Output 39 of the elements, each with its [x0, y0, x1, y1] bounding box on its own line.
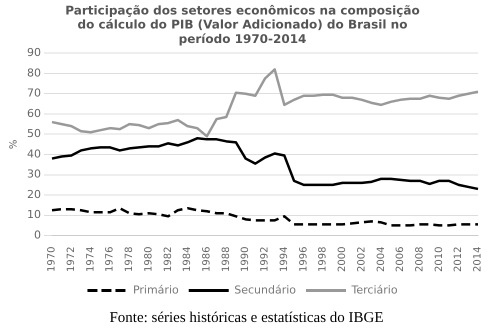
- y-tick-label: 80: [26, 66, 41, 80]
- y-tick-label: 30: [26, 168, 41, 181]
- x-tick-label: 1974: [85, 246, 96, 272]
- x-tick-label: 1986: [202, 246, 212, 272]
- x-tick-label: 1984: [182, 246, 194, 272]
- x-tick-label: 1982: [162, 246, 174, 272]
- y-tick-label: 60: [26, 106, 41, 120]
- legend-label: Secundário: [234, 283, 296, 296]
- x-tick-label: 2000: [337, 246, 348, 272]
- y-tick-label: 50: [26, 127, 41, 140]
- y-tick-label: 70: [26, 86, 41, 100]
- x-tick-label: 1994: [278, 246, 290, 272]
- x-tick-label: 2008: [414, 246, 426, 272]
- y-tick-label: 0: [34, 228, 41, 242]
- x-tick-label: 2012: [453, 246, 464, 272]
- x-tick-label: 1998: [318, 246, 329, 272]
- y-tick-label: 10: [26, 208, 41, 222]
- x-tick-label: 1980: [143, 246, 154, 272]
- x-tick-label: 1992: [260, 246, 271, 272]
- x-tick-label: 1972: [66, 246, 77, 272]
- x-tick-label: 1970: [46, 246, 58, 272]
- legend-label: Terciário: [350, 283, 398, 296]
- x-tick-label: 2014: [472, 246, 484, 272]
- x-tick-label: 1976: [104, 246, 116, 272]
- x-tick-label: 1978: [124, 246, 136, 272]
- source-note: Fonte: séries históricas e estatísticas do IBGE: [108, 310, 385, 327]
- legend-label: Primário: [132, 283, 179, 296]
- x-tick-label: 1988: [220, 246, 232, 272]
- x-tick-label: 2006: [395, 246, 406, 272]
- x-tick-label: 1990: [240, 246, 252, 272]
- y-axis-title: %: [8, 140, 20, 150]
- x-tick-label: 1996: [298, 246, 310, 272]
- x-tick-label: 2004: [376, 246, 387, 272]
- x-tick-label: 2002: [356, 246, 368, 272]
- y-tick-label: 90: [26, 46, 41, 60]
- x-tick-label: 2010: [434, 246, 445, 272]
- y-tick-label: 40: [26, 147, 41, 160]
- chart-title: Participação dos setores econômicos na composição do cálculo do PIB (Valor Adicionado) do Brasil no período 1970-2014: [65, 3, 420, 46]
- y-tick-label: 20: [26, 188, 41, 201]
